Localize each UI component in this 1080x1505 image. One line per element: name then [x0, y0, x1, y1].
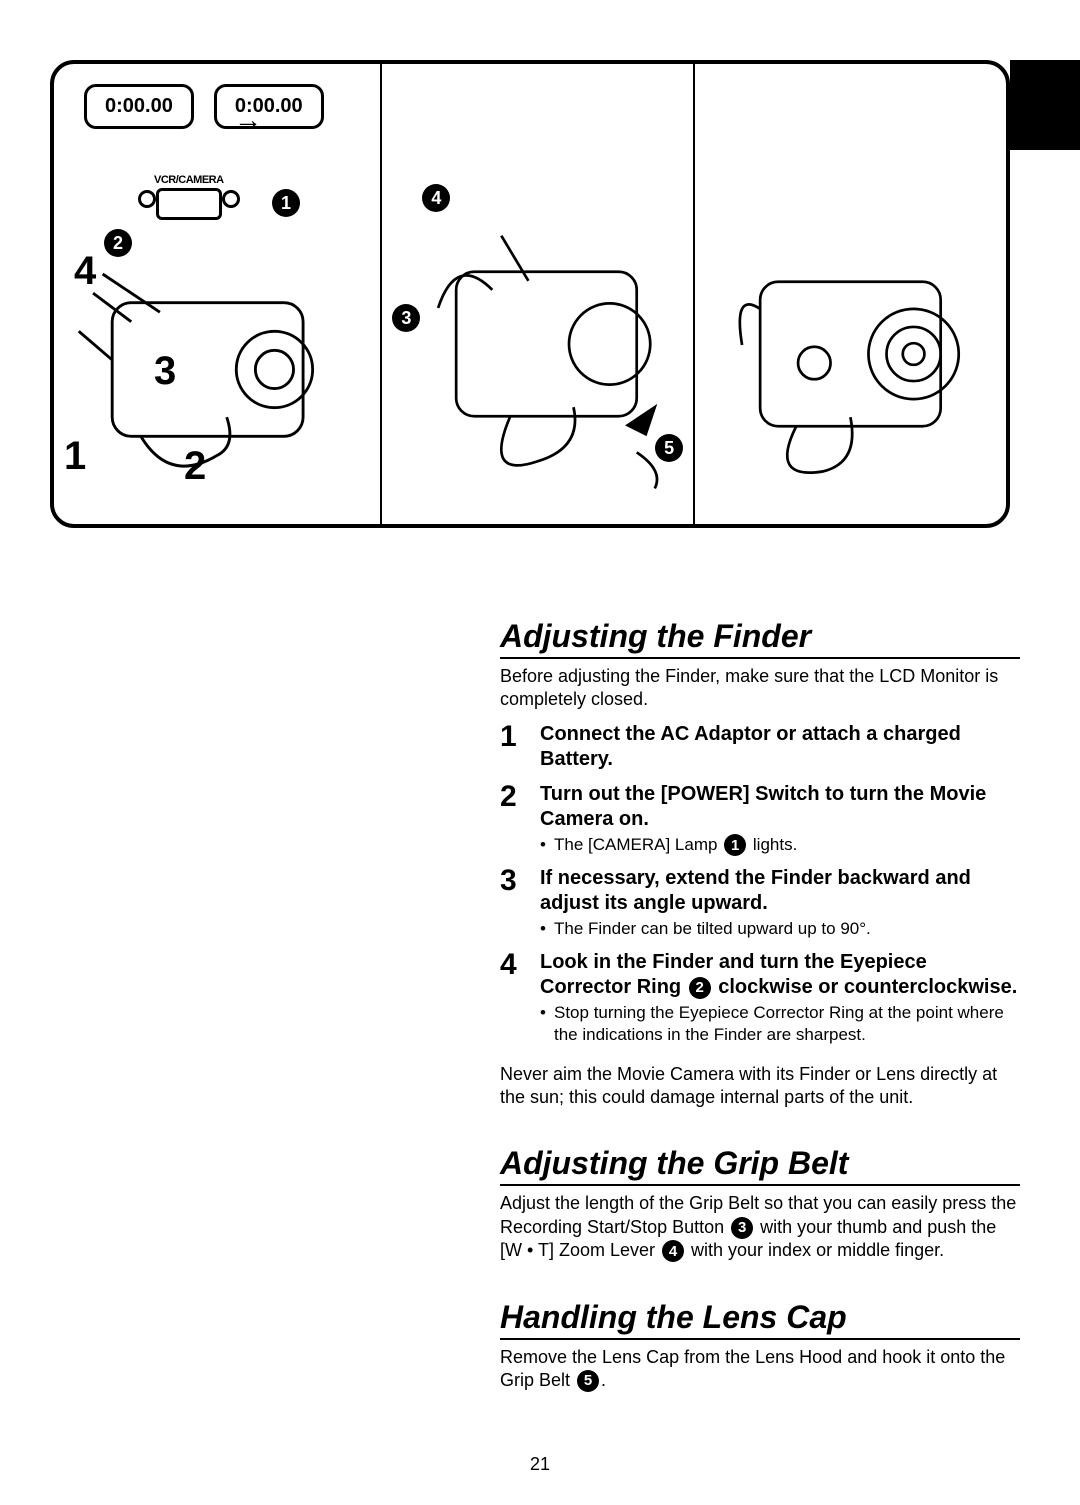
step-2: Turn out the [POWER] Switch to turn the … [500, 782, 1020, 857]
lenscap-paragraph: Remove the Lens Cap from the Lens Hood a… [500, 1346, 1020, 1393]
camera-illustration-1 [74, 254, 360, 504]
switch-label: VCR/CAMERA [154, 174, 224, 186]
section-title-grip: Adjusting the Grip Belt [500, 1145, 1020, 1186]
step-4: Look in the Finder and turn the Eyepiece… [500, 950, 1020, 1046]
step-1: Connect the AC Adaptor or attach a charg… [500, 722, 1020, 772]
viewfinder-display-2: 0:00.00 [214, 84, 324, 129]
step-4-bullet: Stop turning the Eyepiece Corrector Ring… [540, 1002, 1020, 1046]
circled-2-icon: 2 [104, 229, 132, 257]
grip-paragraph: Adjust the length of the Grip Belt so th… [500, 1192, 1020, 1262]
camera-illustration-3 [715, 204, 986, 504]
step-2-bullet: The [CAMERA] Lamp 1 lights. [540, 834, 1020, 857]
section-title-lenscap: Handling the Lens Cap [500, 1299, 1020, 1340]
diagram-panel-3 [695, 64, 1006, 524]
diagram-panel-2: 4 3 5 [382, 64, 695, 524]
section-title-finder: Adjusting the Finder [500, 618, 1020, 659]
vcr-camera-switch: VCR/CAMERA [154, 174, 224, 220]
text-column: Adjusting the Finder Before adjusting th… [500, 618, 1020, 1392]
page-number: 21 [0, 1454, 1080, 1475]
step-2-head: Turn out the [POWER] Switch to turn the … [540, 782, 1020, 832]
inline-ref-5: 5 [577, 1370, 599, 1392]
camera-illustration-2 [402, 184, 673, 504]
steps-list: Connect the AC Adaptor or attach a charg… [500, 722, 1020, 1047]
step-3-head: If necessary, extend the Finder backward… [540, 866, 1020, 916]
step-4-head: Look in the Finder and turn the Eyepiece… [540, 950, 1020, 1000]
inline-ref-1: 1 [724, 834, 746, 856]
manual-page: 0:00.00 0:00.00 → VCR/CAMERA 1 2 4 3 1 [0, 0, 1080, 1505]
step-1-head: Connect the AC Adaptor or attach a charg… [540, 722, 1020, 772]
inline-ref-2: 2 [689, 977, 711, 999]
inline-ref-3: 3 [731, 1217, 753, 1239]
instruction-diagram: 0:00.00 0:00.00 → VCR/CAMERA 1 2 4 3 1 [50, 60, 1010, 528]
circled-1-icon: 1 [272, 189, 300, 217]
finder-warning: Never aim the Movie Camera with its Find… [500, 1063, 1020, 1110]
finder-intro: Before adjusting the Finder, make sure t… [500, 665, 1020, 712]
thumb-index-tab [1010, 60, 1080, 150]
viewfinder-display-1: 0:00.00 [84, 84, 194, 129]
step-3-bullet: The Finder can be tilted upward up to 90… [540, 918, 1020, 940]
step-3: If necessary, extend the Finder backward… [500, 866, 1020, 940]
inline-ref-4: 4 [662, 1240, 684, 1262]
diagram-panel-1: 0:00.00 0:00.00 → VCR/CAMERA 1 2 4 3 1 [54, 64, 382, 524]
arrow-icon: → [234, 104, 262, 136]
